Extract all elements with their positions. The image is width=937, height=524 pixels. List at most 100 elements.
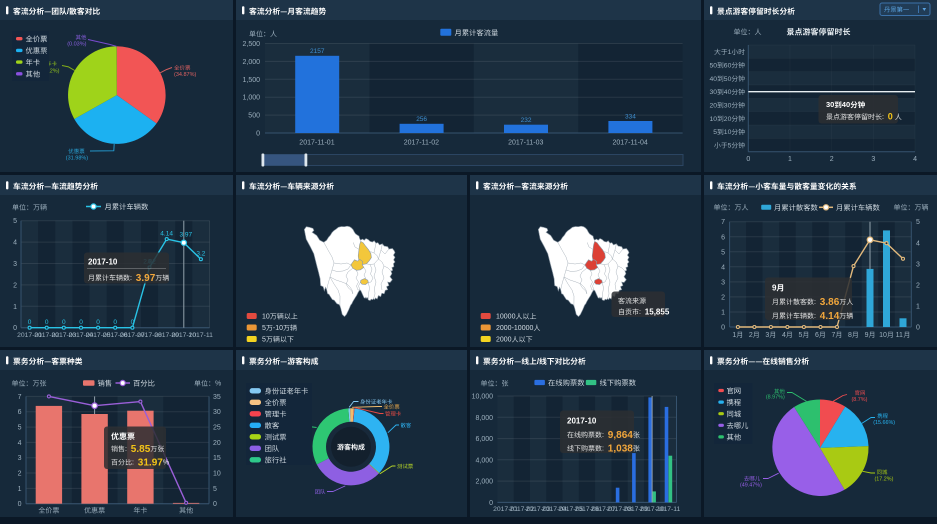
svg-text:%: % [163, 460, 169, 467]
svg-text:0: 0 [113, 319, 117, 326]
svg-text:4: 4 [721, 264, 725, 271]
svg-text:2017-08: 2017-08 [137, 332, 162, 339]
svg-text:(0.03%): (0.03%) [67, 42, 86, 48]
svg-text:5: 5 [713, 129, 717, 136]
svg-text:7: 7 [832, 332, 836, 339]
svg-text:(34.87%): (34.87%) [174, 72, 196, 78]
svg-text:2017-07: 2017-07 [120, 332, 145, 339]
svg-text:2017-06: 2017-06 [575, 506, 600, 513]
svg-text:2000: 2000 [496, 337, 512, 344]
svg-text:2017-10: 2017-10 [171, 332, 196, 339]
svg-text:0: 0 [256, 131, 260, 138]
svg-text:-10: -10 [273, 325, 283, 332]
svg-text:5: 5 [728, 143, 732, 150]
svg-text:3.97: 3.97 [180, 232, 193, 239]
svg-text:2017-11-04: 2017-11-04 [613, 139, 648, 146]
svg-text:0: 0 [131, 319, 135, 326]
svg-text:3: 3 [13, 261, 17, 268]
svg-text:60: 60 [724, 63, 732, 70]
svg-text:1: 1 [13, 304, 17, 311]
svg-text:2017-04: 2017-04 [542, 506, 567, 513]
svg-text:15: 15 [213, 455, 221, 462]
svg-text:6: 6 [815, 332, 819, 339]
svg-text:(31.98%): (31.98%) [66, 156, 88, 162]
svg-text:4,000: 4,000 [476, 457, 494, 464]
svg-text:2,500: 2,500 [243, 41, 261, 48]
svg-text:0: 0 [746, 156, 750, 163]
svg-text:2: 2 [18, 471, 22, 478]
svg-text:(17.2%): (17.2%) [875, 476, 894, 482]
svg-text:0: 0 [888, 112, 893, 122]
svg-text:0: 0 [489, 500, 493, 507]
svg-text:4.14: 4.14 [820, 311, 840, 322]
svg-text:9: 9 [772, 283, 777, 292]
svg-text:3: 3 [721, 279, 725, 286]
svg-text::: : [639, 309, 641, 316]
svg-text:10000: 10000 [496, 314, 516, 321]
svg-text:40: 40 [842, 100, 850, 109]
svg-text:50: 50 [710, 63, 718, 70]
svg-text:20: 20 [213, 440, 221, 447]
svg-text:(8.97%): (8.97%) [766, 394, 785, 400]
svg-text:2017-10: 2017-10 [88, 257, 118, 266]
svg-text:3: 3 [765, 332, 769, 339]
svg-text:3.2: 3.2 [196, 251, 205, 258]
svg-text:20: 20 [724, 116, 732, 123]
svg-text:2017-09: 2017-09 [623, 506, 648, 513]
svg-text:3: 3 [18, 455, 22, 462]
svg-text:4.14: 4.14 [160, 230, 173, 237]
svg-text:(8.7%): (8.7%) [852, 397, 868, 403]
svg-text:0: 0 [13, 325, 17, 332]
svg-text:2017-10: 2017-10 [640, 506, 665, 513]
svg-text:1: 1 [721, 310, 725, 317]
svg-text::: : [814, 299, 816, 306]
svg-text:2017-08: 2017-08 [607, 506, 632, 513]
svg-text:2,000: 2,000 [476, 479, 494, 486]
svg-text:7: 7 [18, 394, 22, 401]
svg-text:10: 10 [724, 129, 732, 136]
svg-text::: : [602, 432, 604, 439]
svg-text:8: 8 [848, 332, 852, 339]
svg-text:0: 0 [18, 501, 22, 508]
svg-text:0: 0 [916, 325, 920, 332]
svg-text:2017-11-02: 2017-11-02 [404, 139, 439, 146]
svg-text:1: 1 [18, 486, 22, 493]
svg-text:1: 1 [732, 332, 736, 339]
svg-text:3.86: 3.86 [820, 297, 840, 308]
svg-text:0: 0 [45, 319, 49, 326]
svg-text:31.97: 31.97 [138, 458, 163, 469]
svg-text:2,000: 2,000 [243, 59, 261, 66]
svg-text:1: 1 [916, 304, 920, 311]
svg-text:3.97: 3.97 [136, 273, 156, 284]
svg-text::: : [130, 275, 132, 282]
svg-text::: : [132, 460, 134, 467]
svg-text:25: 25 [213, 425, 221, 432]
svg-text:1,038: 1,038 [608, 444, 633, 455]
svg-text:2017-01: 2017-01 [493, 506, 518, 513]
svg-text:2017-11-03: 2017-11-03 [508, 139, 543, 146]
svg-text:30: 30 [710, 89, 718, 96]
svg-text:0: 0 [721, 325, 725, 332]
svg-text:15,855: 15,855 [645, 307, 670, 316]
svg-text:0: 0 [79, 319, 83, 326]
svg-text:2017-03: 2017-03 [51, 332, 76, 339]
svg-text:40: 40 [724, 89, 732, 96]
svg-text:2017-02: 2017-02 [34, 332, 59, 339]
svg-text:3: 3 [871, 156, 875, 163]
svg-text:3: 3 [916, 261, 920, 268]
svg-text:2017-03: 2017-03 [526, 506, 551, 513]
svg-text:5: 5 [13, 218, 17, 225]
svg-text:2017-02: 2017-02 [509, 506, 534, 513]
svg-text:2157: 2157 [310, 48, 325, 55]
svg-text:/: / [537, 357, 540, 366]
svg-text:%: % [215, 381, 221, 388]
svg-text:/: / [67, 7, 70, 16]
svg-text:5: 5 [262, 325, 266, 332]
svg-text:20: 20 [710, 103, 718, 110]
svg-text:10: 10 [879, 332, 887, 339]
svg-text:2017-10: 2017-10 [567, 416, 597, 425]
svg-text:2: 2 [13, 282, 17, 289]
svg-text::: : [602, 446, 604, 453]
svg-text:2017-01: 2017-01 [17, 332, 42, 339]
svg-text:2: 2 [916, 282, 920, 289]
